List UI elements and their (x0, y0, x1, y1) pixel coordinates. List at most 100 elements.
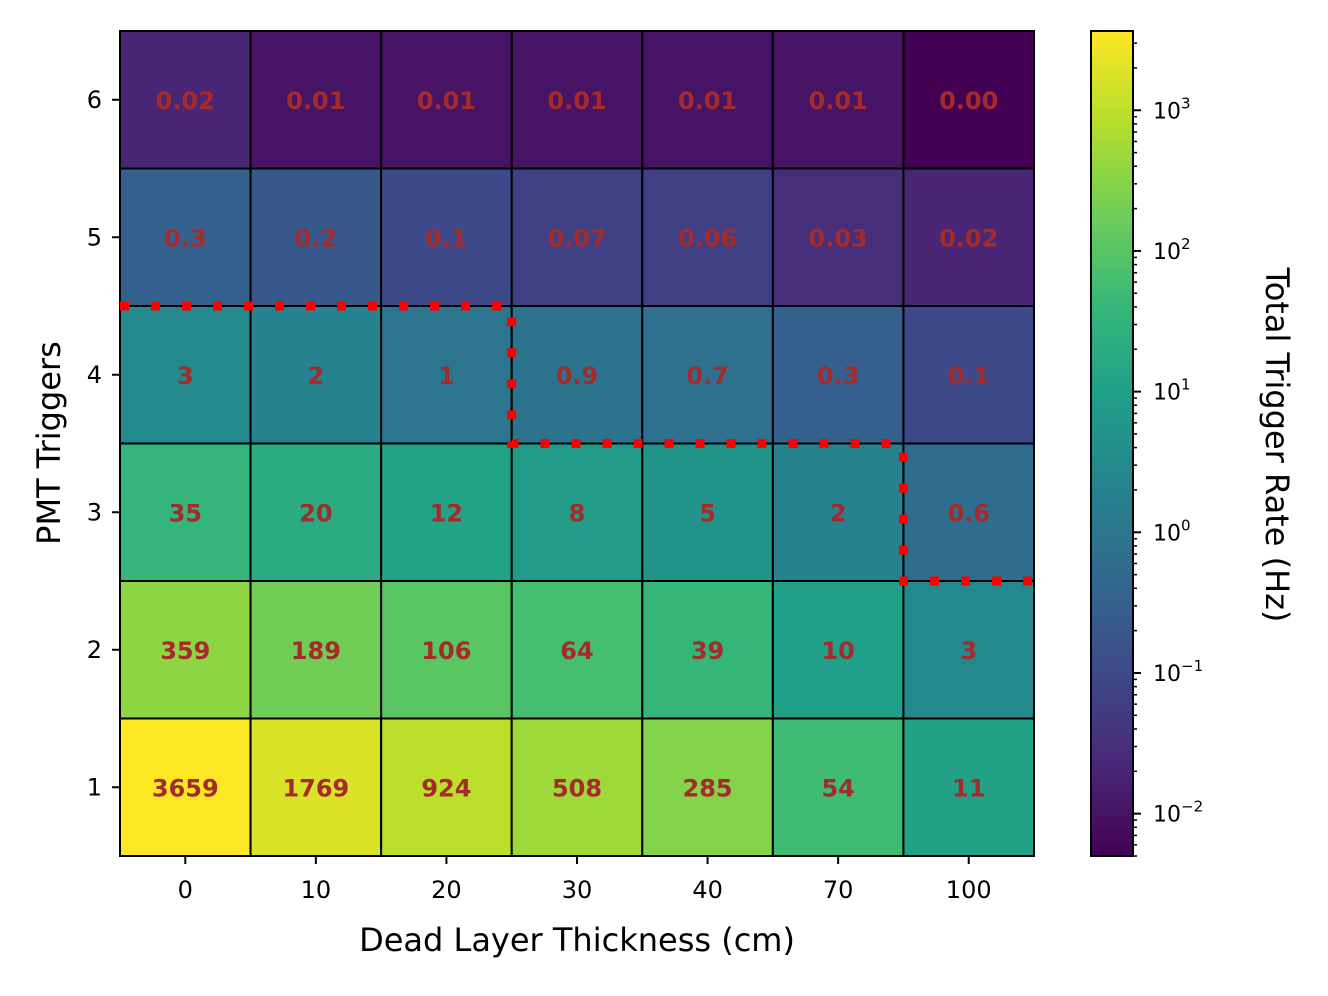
colorbar-gradient (1090, 30, 1134, 857)
cell-value-label: 285 (683, 774, 733, 802)
colorbar-tick-label: 102 (1153, 235, 1191, 265)
heatmap-cell (902, 167, 1036, 307)
heatmap-cell (249, 442, 383, 582)
heatmap-cell (771, 305, 905, 445)
x-tick-label: 0 (178, 876, 193, 904)
x-tick-label: 100 (946, 876, 992, 904)
cell-value-label: 0.02 (939, 224, 998, 252)
heatmap-cell (380, 30, 513, 170)
cell-value-label: 0.3 (164, 224, 207, 252)
heatmap-cell (119, 717, 252, 857)
cell-value-label: 20 (299, 499, 332, 527)
cell-value-label: 64 (560, 637, 593, 665)
cell-value-label: 5 (699, 499, 716, 527)
heatmap-cell (380, 580, 513, 720)
cell-value-label: 0.2 (295, 224, 338, 252)
x-axis-title: Dead Layer Thickness (cm) (359, 921, 795, 959)
cell-value-label: 924 (421, 774, 471, 802)
y-tick-label: 3 (87, 498, 102, 526)
cell-value-label: 3659 (152, 774, 219, 802)
heatmap-cell (902, 30, 1036, 170)
cell-value-label: 0.7 (686, 362, 729, 390)
x-tick-label: 70 (823, 876, 854, 904)
x-tick-label: 40 (692, 876, 723, 904)
cell-value-label: 0.1 (425, 224, 468, 252)
colorbar-tick-label: 10−1 (1153, 657, 1203, 687)
heatmap-cell (771, 167, 905, 307)
cell-value-label: 11 (952, 774, 985, 802)
heatmap-cell (249, 717, 383, 857)
y-tick-label: 4 (87, 361, 102, 389)
y-axis: 1 2 3 4 5 6 (87, 86, 120, 801)
colorbar-tick-label: 100 (1153, 516, 1191, 546)
heatmap-cell (641, 580, 774, 720)
x-tick-label: 30 (562, 876, 593, 904)
colorbar-tick-label: 10−2 (1153, 798, 1203, 828)
heatmap-cells (119, 30, 1036, 857)
cell-value-label: 0.3 (817, 362, 860, 390)
cell-value-label: 0.01 (678, 87, 737, 115)
y-tick-label: 2 (87, 636, 102, 664)
cell-value-label: 0.01 (809, 87, 868, 115)
heatmap-cell (771, 717, 905, 857)
heatmap-cell (510, 442, 644, 582)
cell-value-label: 0.1 (947, 362, 990, 390)
cell-value-label: 0.07 (547, 224, 606, 252)
threshold-boundary (120, 301, 1034, 586)
cell-value-label: 0.00 (939, 87, 998, 115)
cell-value-label: 12 (430, 499, 463, 527)
x-axis: 0 10 20 30 40 70 100 (178, 856, 992, 904)
heatmap-cell (771, 30, 905, 170)
cell-value-label: 0.01 (547, 87, 606, 115)
colorbar-tick-label: 101 (1153, 376, 1191, 406)
cell-value-label: 0.6 (947, 499, 990, 527)
cell-value-label: 106 (421, 637, 471, 665)
cell-value-label: 0.01 (286, 87, 345, 115)
cell-value-label: 2 (830, 499, 847, 527)
cell-value-label: 189 (291, 637, 341, 665)
heatmap-cell (119, 30, 252, 170)
heatmap-cell (510, 305, 644, 445)
y-axis-title: PMT Triggers (30, 341, 68, 545)
heatmap-cell (771, 580, 905, 720)
cell-value-label: 3 (960, 637, 977, 665)
x-tick-label: 10 (301, 876, 332, 904)
heatmap-cell (641, 442, 774, 582)
cell-value-label: 8 (569, 499, 586, 527)
heatmap-cell (249, 305, 383, 445)
cell-value-label: 2 (308, 362, 325, 390)
cell-value-label: 39 (691, 637, 724, 665)
cell-value-label: 1 (438, 362, 455, 390)
y-tick-label: 1 (87, 773, 102, 801)
heatmap-cell (902, 305, 1036, 445)
threshold-boundary-line (120, 301, 1034, 586)
cell-value-label: 508 (552, 774, 602, 802)
heatmap-cell (249, 580, 383, 720)
cell-value-label: 1769 (282, 774, 349, 802)
y-tick-label: 6 (87, 86, 102, 114)
cell-value-label: 359 (160, 637, 210, 665)
heatmap-cell (119, 167, 252, 307)
cell-value-label: 35 (169, 499, 202, 527)
x-tick-label: 20 (431, 876, 462, 904)
cell-value-label: 0.03 (809, 224, 868, 252)
heatmap-cell (641, 30, 774, 170)
heatmap-cell (249, 30, 383, 170)
heatmap-cell (510, 717, 644, 857)
colorbar-tick-label: 103 (1153, 94, 1191, 124)
cell-value-label: 0.01 (417, 87, 476, 115)
cell-value-label: 0.9 (556, 362, 599, 390)
heatmap-cell (380, 442, 513, 582)
y-tick-label: 5 (87, 223, 102, 251)
cell-value-label: 54 (821, 774, 854, 802)
cell-value-label: 0.02 (156, 87, 215, 115)
cell-value-label: 10 (821, 637, 854, 665)
cell-value-label: 3 (177, 362, 194, 390)
heatmap-cell (771, 442, 905, 582)
heatmap-cell (902, 442, 1036, 582)
cell-value-label: 0.06 (678, 224, 737, 252)
colorbar: 10−2 10−1 100 101 102 103 (1090, 30, 1203, 857)
colorbar-title: Total Trigger Rate (Hz) (1258, 267, 1296, 623)
